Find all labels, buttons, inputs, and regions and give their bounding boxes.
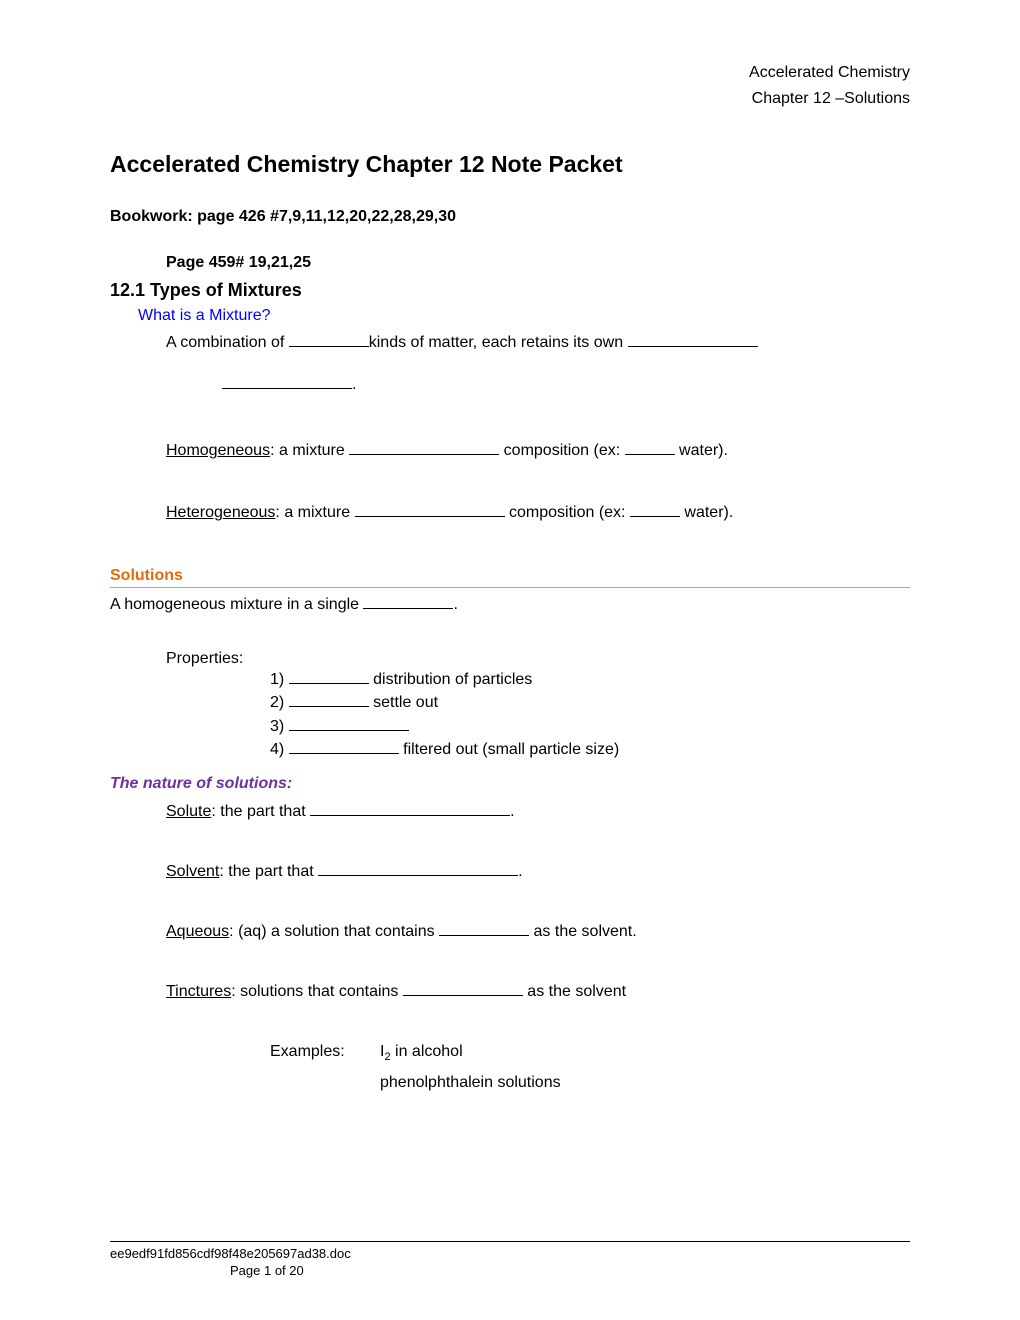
bookwork-sub: Page 459# 19,21,25 (166, 254, 910, 272)
tinctures-b: as the solvent (523, 983, 626, 1000)
homogeneous-line: Homogeneous: a mixture composition (ex: … (166, 439, 910, 463)
solute-label: Solute (166, 803, 211, 820)
solvent-a: : the part that (219, 863, 318, 880)
homo-label: Homogeneous (166, 442, 270, 459)
example-1: Examples:I2 in alcohol (270, 1037, 910, 1068)
p2a: 2) (270, 694, 289, 711)
combo-line: A combination of kinds of matter, each r… (166, 331, 910, 355)
hetero-a: : a mixture (275, 504, 354, 521)
blank (222, 388, 352, 389)
ex1b: in alcohol (391, 1043, 463, 1060)
aqueous-line: Aqueous: (aq) a solution that contains a… (166, 923, 910, 941)
blank (630, 516, 680, 517)
blank (628, 346, 758, 347)
combo-cont: . (222, 373, 910, 397)
blank (289, 346, 369, 347)
nature-heading: The nature of solutions: (110, 775, 910, 793)
prop-1: 1) distribution of particles (270, 668, 910, 691)
solvent-b: . (518, 863, 522, 880)
aqueous-label: Aqueous (166, 923, 229, 940)
homo-b: composition (ex: (499, 442, 624, 459)
blank (289, 753, 399, 754)
properties-label: Properties: (166, 650, 910, 668)
examples-label: Examples: (270, 1037, 380, 1067)
blank (318, 875, 518, 876)
tinctures-label: Tinctures (166, 983, 231, 1000)
combo-period: . (352, 376, 356, 393)
p2b: settle out (369, 694, 438, 711)
sol-a: A homogeneous mixture in a single (110, 596, 363, 613)
blank (625, 454, 675, 455)
homo-c: water). (675, 442, 728, 459)
homo-a: : a mixture (270, 442, 349, 459)
aqueous-b: as the solvent. (529, 923, 637, 940)
solutions-heading: Solutions (110, 567, 910, 588)
p3a: 3) (270, 718, 289, 735)
header-line2: Chapter 12 –Solutions (110, 86, 910, 112)
aqueous-a: : (aq) a solution that contains (229, 923, 439, 940)
combo-b: kinds of matter, each retains its own (369, 334, 628, 351)
solute-a: : the part that (211, 803, 310, 820)
combo-a: A combination of (166, 334, 289, 351)
examples-block: Examples:I2 in alcohol phenolphthalein s… (270, 1037, 910, 1098)
tinctures-a: : solutions that contains (231, 983, 403, 1000)
hetero-c: water). (680, 504, 733, 521)
hetero-label: Heterogeneous (166, 504, 275, 521)
blank (289, 683, 369, 684)
section-title: 12.1 Types of Mixtures (110, 280, 910, 301)
blank (355, 516, 505, 517)
footer-filename: ee9edf91fd856cdf98f48e205697ad38.doc (110, 1246, 910, 1261)
heterogeneous-line: Heterogeneous: a mixture composition (ex… (166, 501, 910, 525)
blank (289, 730, 409, 731)
solute-b: . (510, 803, 514, 820)
prop-2: 2) settle out (270, 691, 910, 714)
blank (439, 935, 529, 936)
solutions-text: A homogeneous mixture in a single . (110, 596, 910, 614)
blank (363, 608, 453, 609)
mixture-question: What is a Mixture? (138, 307, 910, 325)
solvent-label: Solvent (166, 863, 219, 880)
header-right: Accelerated Chemistry Chapter 12 –Soluti… (110, 60, 910, 111)
blank (289, 706, 369, 707)
blank (403, 995, 523, 996)
p4b: filtered out (small particle size) (399, 741, 620, 758)
footer-page: Page 1 of 20 (230, 1263, 910, 1278)
blank (349, 454, 499, 455)
solvent-line: Solvent: the part that . (166, 863, 910, 881)
tinctures-line: Tinctures: solutions that contains as th… (166, 983, 910, 1001)
main-title: Accelerated Chemistry Chapter 12 Note Pa… (110, 151, 910, 178)
prop-3: 3) (270, 715, 910, 738)
solute-line: Solute: the part that . (166, 803, 910, 821)
sol-b: . (453, 596, 457, 613)
example-2: phenolphthalein solutions (380, 1068, 910, 1098)
prop-4: 4) filtered out (small particle size) (270, 738, 910, 761)
p1b: distribution of particles (369, 671, 533, 688)
footer: ee9edf91fd856cdf98f48e205697ad38.doc Pag… (110, 1241, 910, 1278)
p4a: 4) (270, 741, 289, 758)
p1a: 1) (270, 671, 289, 688)
blank (310, 815, 510, 816)
hetero-b: composition (ex: (505, 504, 630, 521)
bookwork-main: Bookwork: page 426 #7,9,11,12,20,22,28,2… (110, 208, 910, 226)
properties-list: 1) distribution of particles 2) settle o… (270, 668, 910, 761)
header-line1: Accelerated Chemistry (110, 60, 910, 86)
